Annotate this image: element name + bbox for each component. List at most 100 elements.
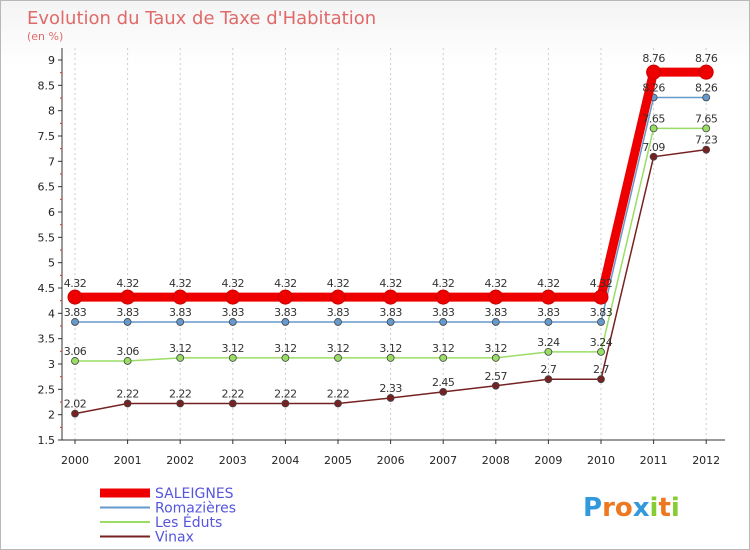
data-label: 4.32 <box>64 277 87 290</box>
data-label: 2.57 <box>485 370 508 383</box>
data-label: 3.83 <box>379 306 402 319</box>
logo-letter: P <box>583 493 602 523</box>
data-point <box>702 93 711 102</box>
chart-subtitle: (en %) <box>27 30 63 43</box>
data-point <box>491 354 500 362</box>
data-point <box>439 387 448 396</box>
data-point <box>544 318 553 326</box>
y-tick-label: 7 <box>48 155 55 168</box>
data-label: 4.32 <box>327 277 350 290</box>
data-point <box>228 399 237 408</box>
data-label: 3.83 <box>327 306 350 319</box>
data-label: 4.32 <box>274 277 297 290</box>
data-point <box>597 347 605 356</box>
data-point <box>67 289 83 305</box>
data-point <box>71 357 79 365</box>
logo-letter: i <box>671 493 680 523</box>
legend-label: Vinax <box>155 530 194 546</box>
data-label: 3.83 <box>537 306 560 319</box>
data-point <box>228 318 237 326</box>
data-label: 3.83 <box>485 306 508 319</box>
data-label: 4.32 <box>222 277 245 290</box>
data-point <box>71 318 79 326</box>
data-point <box>281 318 290 326</box>
data-point <box>176 354 185 362</box>
y-tick-label: 4.5 <box>38 282 56 295</box>
data-label: 3.12 <box>169 342 192 355</box>
data-label: 2.22 <box>222 388 245 401</box>
data-point <box>702 124 711 133</box>
x-tick-label: 2003 <box>219 454 247 467</box>
x-tick-label: 2011 <box>640 454 668 467</box>
data-point <box>225 289 241 305</box>
x-tick-label: 2010 <box>587 454 615 467</box>
data-label: 4.32 <box>432 277 455 290</box>
y-tick-label: 5 <box>48 257 55 270</box>
y-tick-label: 9 <box>48 54 55 67</box>
data-label: 3.24 <box>537 336 560 349</box>
data-label: 3.12 <box>485 342 508 355</box>
y-tick-label: 3.5 <box>38 333 56 346</box>
data-label: 3.83 <box>64 306 87 319</box>
x-tick-label: 2001 <box>114 454 142 467</box>
labels-1: 3.83 3.83 3.83 3.83 3.83 3.83 3.83 3.83 3.83 3.83… <box>64 81 719 319</box>
logo-letter: r <box>602 493 615 523</box>
data-label: 3.83 <box>274 306 297 319</box>
y-ticks: 1.5 2 2.5 3 3.5 4 4.5 5 5.5 6 6.5 7 7.5 8 8.5 9 <box>38 54 62 447</box>
data-point <box>281 354 290 362</box>
data-point <box>123 318 132 326</box>
y-tick-label: 6.5 <box>38 181 56 194</box>
data-label: 8.76 <box>695 52 718 65</box>
data-label: 3.83 <box>590 306 613 319</box>
data-point <box>386 354 395 362</box>
x-ticks: 2000 2001 2002 2003 2004 2005 2006 2007 2008 2009… <box>61 440 720 467</box>
data-point <box>646 64 662 80</box>
y-tick-label: 8.5 <box>38 79 56 92</box>
legend-label: Les Éduts <box>155 514 222 531</box>
logo-letter: x <box>633 493 650 523</box>
labels-0: 4.32 4.32 4.32 4.32 4.32 4.32 4.32 4.32 4.32 4.32… <box>64 52 719 290</box>
data-point <box>698 64 714 80</box>
series-2 <box>71 124 711 365</box>
x-tick-label: 2007 <box>429 454 457 467</box>
data-label: 3.06 <box>64 345 87 358</box>
data-label: 3.83 <box>432 306 455 319</box>
data-point <box>649 152 658 161</box>
data-point <box>649 124 658 133</box>
data-label: 3.12 <box>379 342 402 355</box>
data-point <box>386 318 395 326</box>
legend-label: Romazières <box>155 501 236 517</box>
data-label: 2.22 <box>169 388 192 401</box>
data-point <box>702 145 711 154</box>
series-0 <box>67 64 714 305</box>
data-point <box>277 289 293 305</box>
data-label: 8.76 <box>642 52 665 65</box>
data-label: 3.83 <box>116 306 139 319</box>
data-label: 3.83 <box>169 306 192 319</box>
data-label: 2.22 <box>274 388 297 401</box>
data-point <box>176 318 185 326</box>
data-label: 4.32 <box>590 277 613 290</box>
data-point <box>386 394 395 402</box>
data-label: 7.23 <box>695 134 718 147</box>
data-label: 3.83 <box>222 306 245 319</box>
y-tick-label: 3 <box>48 358 55 371</box>
data-label: 2.22 <box>327 388 350 401</box>
y-tick-label: 6 <box>48 206 55 219</box>
y-tick-label: 2.5 <box>38 383 56 396</box>
data-point <box>334 399 342 408</box>
data-point <box>597 318 605 326</box>
x-tick-label: 2004 <box>271 454 299 467</box>
data-label: 2.7 <box>540 363 556 376</box>
x-tick-label: 2012 <box>692 454 720 467</box>
data-point <box>597 375 605 384</box>
x-tick-label: 2002 <box>166 454 194 467</box>
data-label: 7.65 <box>642 112 665 125</box>
labels-3: 2.02 2.22 2.22 2.22 2.22 2.22 2.33 2.45 2.57 2.7 2… <box>64 134 719 411</box>
data-point <box>123 399 132 408</box>
grid-lines <box>74 48 707 440</box>
data-label: 2.33 <box>379 382 402 395</box>
data-point <box>491 318 500 326</box>
data-point <box>383 289 399 305</box>
